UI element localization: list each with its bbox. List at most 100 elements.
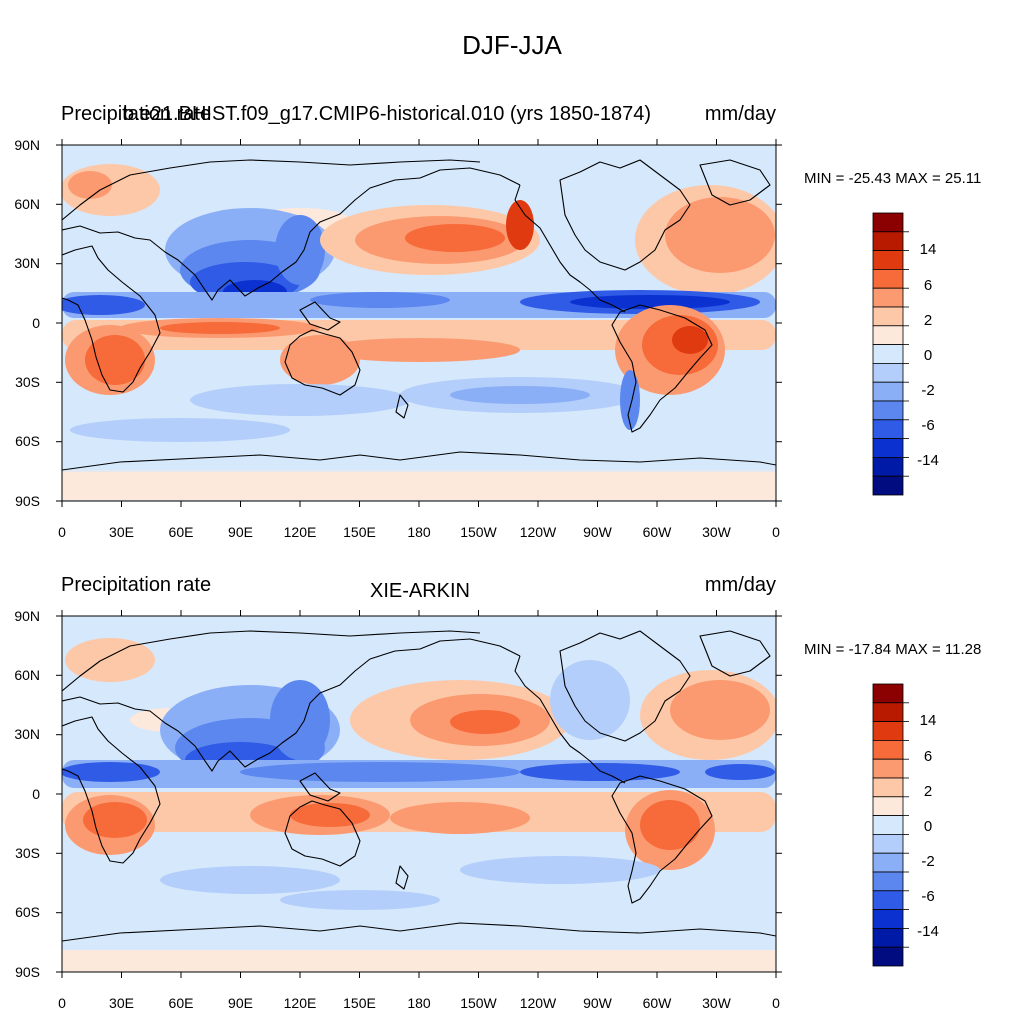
colorbar-swatch xyxy=(872,683,904,704)
colorbar-swatch xyxy=(872,344,904,364)
figure-title: DJF-JJA xyxy=(462,30,562,60)
panel-2-units-label: mm/day xyxy=(704,574,776,596)
panel-1-y-tick-label: 60S xyxy=(15,433,40,449)
panel-2-x-tick-label: 60W xyxy=(643,995,673,1011)
panel-2-coastlines xyxy=(62,630,776,942)
panel-2-y-tick-label: 90S xyxy=(15,964,40,980)
colorbar-swatch xyxy=(872,834,904,854)
panel-1-x-tick-label: 120W xyxy=(520,524,557,540)
panel-2-x-tick-label: 90W xyxy=(583,995,613,1011)
panel-2-y-tick-label: 90N xyxy=(14,608,40,624)
colorbar-swatch xyxy=(872,777,904,798)
panel-1-map: 0 30E 60E 90E 120E 150E 180 150W 120W 90… xyxy=(14,137,939,540)
panel-1-tick-marks xyxy=(56,139,782,507)
panel-1-colorbar-label: -6 xyxy=(921,417,934,434)
colorbar-swatch xyxy=(872,287,904,308)
panel-2-x-tick-label: 180 xyxy=(407,995,431,1011)
colorbar-swatch xyxy=(872,758,904,779)
colorbar-swatch xyxy=(872,212,904,233)
panel-2-colorbar-label: 14 xyxy=(920,712,937,729)
panel-2-left-label: Precipitation rate xyxy=(61,574,212,596)
panel-1-x-tick-label: 90W xyxy=(583,524,613,540)
panel-1-y-tick-label: 30N xyxy=(14,255,40,271)
panel-2-x-tick-label: 30W xyxy=(702,995,732,1011)
colorbar-swatch xyxy=(872,740,904,760)
panel-1-minmax: MIN = -25.43 MAX = 25.11 xyxy=(804,170,982,187)
panel-2-colorbar-label: 0 xyxy=(924,818,932,835)
colorbar-swatch xyxy=(872,909,904,929)
colorbar-swatch xyxy=(872,325,904,345)
panel-2-x-tick-label: 60E xyxy=(169,995,194,1011)
panel-1-x-tick-label: 0 xyxy=(772,524,780,540)
colorbar-swatch xyxy=(872,815,904,835)
panel-1-colorbar-label: 2 xyxy=(924,312,932,329)
panel-1-x-tick-label: 150E xyxy=(343,524,376,540)
panel-2-y-tick-label: 60N xyxy=(14,667,40,683)
panel-2-colorbar xyxy=(872,683,909,967)
colorbar-swatch xyxy=(872,268,904,289)
panel-1-y-tick-label: 0 xyxy=(32,315,40,331)
panel-1-y-tick-label: 90S xyxy=(15,493,40,509)
panel-2-x-tick-label: 0 xyxy=(772,995,780,1011)
panel-1-x-tick-label: 90E xyxy=(228,524,253,540)
colorbar-swatch xyxy=(872,400,904,421)
panel-1-x-tick-label: 30E xyxy=(109,524,134,540)
colorbar-swatch xyxy=(872,419,904,439)
panel-1-colorbar xyxy=(872,212,909,496)
colorbar-swatch xyxy=(872,796,904,816)
panel-2-center-label: XIE-ARKIN xyxy=(369,580,471,602)
panel-2-y-tick-label: 60S xyxy=(15,904,40,920)
panel-2-x-tick-label: 150E xyxy=(343,995,376,1011)
colorbar-swatch xyxy=(872,871,904,892)
panel-2-map: 0 30E 60E 90E 120E 150E 180 150W 120W 90… xyxy=(14,608,939,1011)
panel-1-left-label: Precipitation rate xyxy=(61,103,212,125)
colorbar-swatch xyxy=(872,362,904,383)
panel-2-x-tick-label: 120W xyxy=(520,995,557,1011)
panel-1-y-tick-label: 30S xyxy=(15,374,40,390)
panel-2-colorbar-label: -2 xyxy=(921,853,934,870)
panel-1-x-tick-label: 60W xyxy=(643,524,673,540)
panel-1-x-tick-label: 180 xyxy=(407,524,431,540)
panel-2-x-tick-label: 0 xyxy=(58,995,66,1011)
panel-2-precip-field xyxy=(62,638,776,972)
colorbar-swatch xyxy=(872,702,904,722)
colorbar-swatch xyxy=(872,890,904,910)
panel-1-center-label: b.e21.BHIST.f09_g17.CMIP6-historical.010… xyxy=(123,103,652,125)
panel-1-colorbar-label: -2 xyxy=(921,382,934,399)
panel-2-colorbar-label: -14 xyxy=(917,923,939,940)
colorbar-swatch xyxy=(872,456,904,477)
panel-1-precip-field xyxy=(62,164,776,500)
colorbar-swatch xyxy=(872,946,904,967)
panel-1-units-label: mm/day xyxy=(704,103,776,125)
panel-2-colorbar-label: 2 xyxy=(924,783,932,800)
panel-1-colorbar-label: 14 xyxy=(920,241,937,258)
colorbar-swatch xyxy=(872,250,904,270)
colorbar-swatch xyxy=(872,381,904,402)
panel-1-coastlines xyxy=(62,159,776,471)
colorbar-swatch xyxy=(872,852,904,873)
panel-2-minmax: MIN = -17.84 MAX = 11.28 xyxy=(804,641,982,658)
colorbar-swatch xyxy=(872,928,904,948)
panel-2-x-tick-label: 120E xyxy=(284,995,317,1011)
colorbar-swatch xyxy=(872,721,904,741)
panel-1-x-tick-label: 0 xyxy=(58,524,66,540)
panel-1-colorbar-label: 6 xyxy=(924,277,932,294)
panel-1-x-tick-label: 120E xyxy=(284,524,317,540)
colorbar-swatch xyxy=(872,306,904,327)
panel-2-y-tick-label: 0 xyxy=(32,786,40,802)
colorbar-swatch xyxy=(872,475,904,496)
panel-2-y-tick-label: 30S xyxy=(15,845,40,861)
panel-1-y-tick-label: 90N xyxy=(14,137,40,153)
panel-2-colorbar-label: 6 xyxy=(924,748,932,765)
panel-2-tick-marks xyxy=(56,610,782,978)
panel-1-colorbar-label: 0 xyxy=(924,347,932,364)
panel-2-y-tick-label: 30N xyxy=(14,726,40,742)
panel-1-colorbar-label: -14 xyxy=(917,452,939,469)
panel-2-x-tick-label: 90E xyxy=(228,995,253,1011)
colorbar-swatch xyxy=(872,438,904,458)
panel-1-y-tick-label: 60N xyxy=(14,196,40,212)
panel-2-colorbar-label: -6 xyxy=(921,888,934,905)
panel-1-x-tick-label: 60E xyxy=(169,524,194,540)
panel-1-x-tick-label: 150W xyxy=(460,524,497,540)
